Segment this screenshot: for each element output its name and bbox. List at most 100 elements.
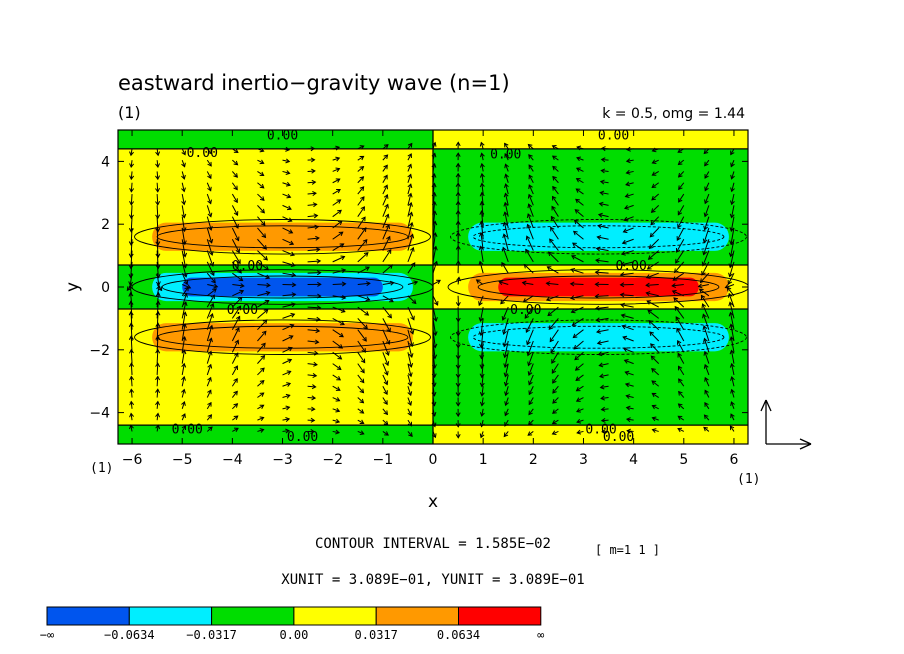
vector-arrowhead: [181, 200, 187, 206]
vector-arrow: [130, 205, 133, 219]
vector-arrow: [575, 363, 584, 371]
vector-arrow: [480, 221, 484, 240]
field-cell: [498, 277, 699, 297]
vector-arrowhead: [337, 209, 342, 215]
vector-arrow: [476, 279, 484, 285]
vector-arrow: [528, 374, 534, 385]
vector-arrowhead: [310, 429, 316, 435]
vector-arrowhead: [291, 272, 297, 278]
vector-arrowhead: [597, 223, 603, 229]
vector-arrow: [156, 389, 159, 398]
vector-arrowhead: [527, 193, 533, 199]
vector-arrowhead: [336, 376, 342, 381]
vector-arrow: [549, 238, 559, 251]
y-tick-label: 0: [101, 280, 110, 296]
vector-arrowhead: [155, 253, 161, 259]
vector-arrowhead: [650, 208, 656, 213]
vector-arrow: [432, 142, 436, 150]
vector-arrowhead: [703, 350, 709, 356]
vector-arrowhead: [552, 175, 557, 181]
vector-arrowhead: [550, 215, 556, 221]
vector-arrowhead: [339, 332, 344, 338]
vector-arrowhead: [645, 274, 651, 279]
vector-arrowhead: [479, 382, 485, 388]
vector-arrowhead: [384, 203, 389, 209]
vector-arrowhead: [155, 310, 161, 316]
vector-arrowhead: [129, 187, 135, 193]
vector-arrowhead: [310, 406, 316, 412]
vector-arrowhead: [620, 313, 626, 319]
vector-arrowhead: [728, 272, 733, 278]
vector-arrow: [382, 363, 389, 376]
vector-arrow: [548, 318, 559, 330]
vector-arrow: [126, 284, 133, 291]
vector-arrowhead: [387, 313, 392, 319]
vector-arrow: [731, 205, 735, 218]
vector-arrow: [130, 301, 133, 319]
vector-arrow: [704, 205, 710, 217]
vector-arrowhead: [313, 213, 319, 219]
vector-arrowhead: [155, 388, 161, 394]
vector-arrow: [432, 419, 436, 427]
contour-line: [131, 269, 434, 305]
vector-arrow: [551, 206, 559, 217]
vector-arrowhead: [383, 380, 389, 386]
vector-arrow: [407, 329, 413, 347]
vector-arrow: [382, 408, 388, 415]
vector-arrowhead: [436, 279, 441, 285]
vector-arrow: [597, 236, 609, 240]
vector-arrowhead: [312, 373, 318, 378]
x-axis-ticks: −6 −5 −4 −3 −2 −1 0 1 2 3 4 5 6: [122, 130, 738, 468]
vector-arrow: [206, 313, 213, 330]
vector-arrowhead: [260, 221, 266, 226]
vector-arrowhead: [129, 412, 135, 418]
vector-arrowhead: [259, 404, 265, 410]
vector-arrowhead: [207, 401, 212, 407]
vector-arrowhead: [594, 305, 600, 311]
vector-arrow: [599, 363, 609, 367]
vector-arrowhead: [383, 420, 389, 426]
vector-arrow: [307, 397, 316, 399]
vector-arrowhead: [730, 413, 735, 419]
vector-arrow: [620, 304, 634, 308]
vector-arrowhead: [730, 376, 735, 381]
x-tick-label: −6: [122, 452, 143, 468]
vector-arrow: [332, 231, 344, 240]
vector-arrow: [546, 295, 559, 301]
corner-label-right: (1): [737, 472, 760, 487]
vector-arrowhead: [730, 388, 735, 394]
vector-arrow: [232, 297, 243, 308]
vector-arrowhead: [233, 377, 238, 383]
vector-arrowhead: [455, 402, 461, 407]
vector-arrow: [257, 205, 265, 214]
field-band: [433, 425, 748, 444]
vector-arrowhead: [504, 173, 509, 179]
vector-arrowhead: [504, 163, 509, 169]
vector-arrowhead: [501, 261, 506, 267]
vector-arrowhead: [431, 391, 437, 397]
vector-arrowhead: [155, 424, 161, 430]
panel-label: (1): [118, 103, 141, 122]
vector-arrowhead: [478, 260, 484, 266]
vector-arrow: [652, 429, 659, 432]
vector-arrowhead: [155, 375, 161, 381]
vector-arrow: [257, 148, 264, 152]
vector-arrowhead: [407, 411, 412, 417]
vector-arrowhead: [504, 411, 509, 417]
contour-label: 0.00: [585, 422, 616, 437]
vector-arrowhead: [479, 401, 485, 407]
vector-arrow: [649, 331, 660, 342]
vector-arrowhead: [528, 154, 533, 159]
vector-arrowhead: [264, 265, 270, 271]
vector-arrowhead: [572, 230, 578, 236]
vector-arrowhead: [550, 348, 555, 354]
vector-arrow: [504, 408, 509, 416]
vector-arrow: [702, 250, 710, 266]
vector-arrow: [357, 266, 370, 274]
vector-arrowhead: [624, 382, 630, 388]
vector-arrow: [652, 405, 659, 410]
vector-arrow: [357, 282, 370, 285]
vector-arrowhead: [365, 266, 370, 271]
vector-arrow: [432, 211, 436, 229]
vector-arrowhead: [545, 296, 551, 302]
